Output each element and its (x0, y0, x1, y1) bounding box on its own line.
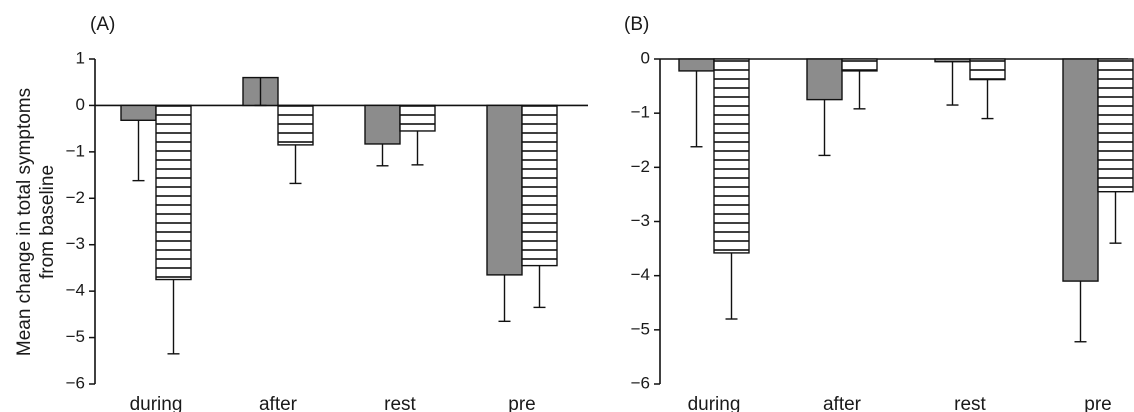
striped-bar-during (155, 104, 192, 281)
panel-title: (A) (90, 14, 115, 35)
y-tick-label: −1 (631, 103, 650, 122)
y-tick-label: −6 (66, 373, 85, 392)
gray-bar-after (806, 58, 843, 101)
y-tick-label: −4 (66, 281, 85, 300)
y-tick-label: −5 (66, 327, 85, 346)
striped-bar-pre (521, 104, 558, 267)
chart-panel-b: (B) 0 −1 −2 −3 −4 −5 −6 during after rest pre (624, 14, 1134, 412)
y-tick-label: 1 (76, 48, 85, 67)
y-tick-label: 0 (76, 95, 85, 114)
gray-bar-during (678, 58, 715, 72)
x-category-label: during (130, 394, 183, 412)
y-tick-label: −2 (631, 157, 650, 176)
x-category-label: rest (954, 394, 986, 412)
x-category-label: during (688, 394, 741, 412)
gray-bar-pre (486, 104, 523, 276)
panel-title: (B) (624, 14, 649, 35)
gray-bar-pre (1062, 58, 1099, 282)
y-axis-label-line1: Mean change in total symptoms (14, 88, 35, 356)
chart-panel-a: (A) 1 0 −1 −2 −3 −4 −5 −6 during after rest pre (66, 14, 588, 412)
y-tick-label: 0 (641, 48, 650, 67)
striped-bar-during (713, 58, 750, 254)
striped-bar-after (841, 58, 878, 72)
striped-bar-rest (399, 104, 436, 132)
gray-bar-during (120, 104, 157, 121)
striped-bar-pre (1097, 58, 1134, 193)
x-category-label: after (823, 394, 862, 412)
x-category-label: after (259, 394, 298, 412)
y-tick-label: −5 (631, 319, 650, 338)
y-tick-label: −3 (66, 234, 85, 253)
y-axis-label-line2: from baseline (37, 165, 58, 279)
gray-bar-rest (934, 58, 971, 63)
x-category-label: pre (508, 394, 535, 412)
y-tick-label: −3 (631, 211, 650, 230)
y-tick-label: −4 (631, 265, 650, 284)
striped-bar-rest (969, 58, 1006, 81)
y-tick-label: −1 (66, 141, 85, 160)
gray-bar-rest (364, 104, 401, 145)
y-tick-label: −2 (66, 188, 85, 207)
x-category-label: rest (384, 394, 416, 412)
striped-bar-after (277, 104, 314, 146)
y-tick-label: −6 (631, 373, 650, 392)
x-category-label: pre (1084, 394, 1111, 412)
